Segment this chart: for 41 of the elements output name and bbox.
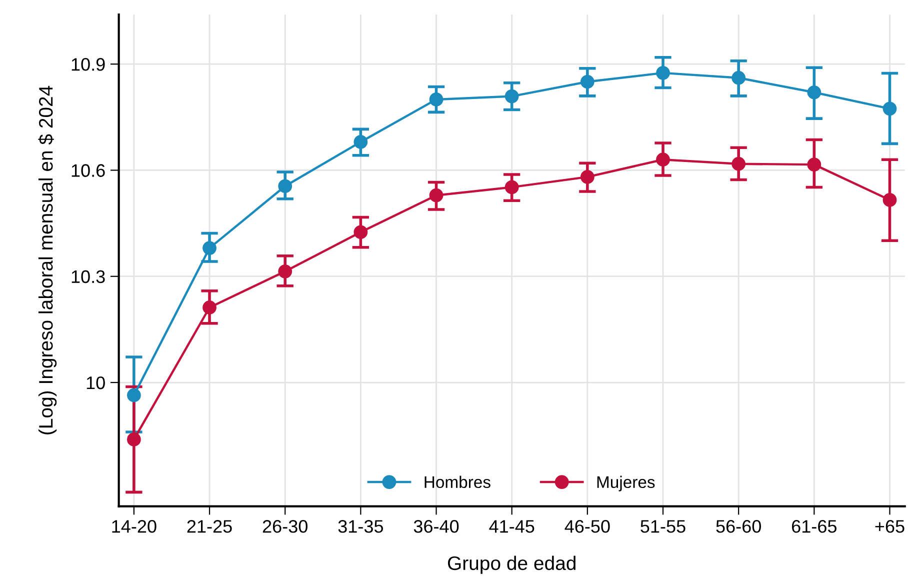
point xyxy=(354,134,368,149)
point xyxy=(504,89,519,104)
y-tick-label: 10 xyxy=(86,376,105,390)
point xyxy=(429,188,444,202)
point xyxy=(354,225,368,240)
x-tick-label: 51-55 xyxy=(640,520,686,533)
point xyxy=(504,180,519,194)
x-tick-label: 14-20 xyxy=(112,520,156,533)
point xyxy=(126,388,141,402)
point xyxy=(882,102,897,116)
x-tick-label: 26-30 xyxy=(262,520,308,533)
x-tick-label: 56-60 xyxy=(716,520,761,533)
x-tick-label: 41-45 xyxy=(489,520,534,533)
point xyxy=(807,85,822,100)
point xyxy=(656,66,670,80)
point xyxy=(580,74,594,89)
x-tick-label: 21-25 xyxy=(187,520,232,533)
y-tick-label: 10.3 xyxy=(72,270,105,284)
y-tick-label: 10.9 xyxy=(72,58,105,71)
point xyxy=(882,193,897,207)
y-axis-title: (Log) Ingreso laboral mensual en $ 2024 xyxy=(38,86,57,434)
point xyxy=(732,70,746,85)
point xyxy=(278,179,292,194)
point xyxy=(278,264,292,278)
point xyxy=(429,92,444,106)
x-axis-title: Grupo de edad xyxy=(448,556,576,574)
point xyxy=(202,241,216,256)
legend-label: Hombres xyxy=(424,476,490,488)
point xyxy=(580,170,594,184)
x-tick-label: +65 xyxy=(875,520,904,533)
point xyxy=(126,432,141,446)
point xyxy=(202,300,216,314)
x-tick-label: 46-50 xyxy=(564,520,610,533)
legend-label: Mujeres xyxy=(597,476,655,492)
x-tick-label: 31-35 xyxy=(338,520,384,533)
y-tick-label: 10.6 xyxy=(72,164,105,177)
point xyxy=(656,152,670,167)
x-tick-label: 61-65 xyxy=(792,520,836,533)
point xyxy=(807,158,822,172)
point xyxy=(732,156,746,171)
x-tick-label: 36-40 xyxy=(414,520,459,533)
